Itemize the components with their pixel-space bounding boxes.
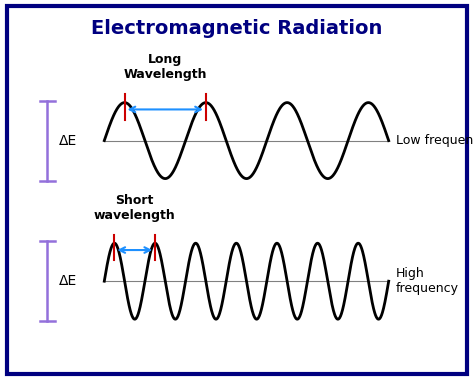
Text: Short
wavelength: Short wavelength [94,194,176,222]
Text: Low frequency: Low frequency [396,134,474,147]
Text: ΔE: ΔE [59,134,78,147]
Text: Long
Wavelength: Long Wavelength [123,53,207,81]
Text: High
frequency: High frequency [396,267,459,295]
Text: Electromagnetic Radiation: Electromagnetic Radiation [91,19,383,38]
Text: ΔE: ΔE [59,274,78,288]
